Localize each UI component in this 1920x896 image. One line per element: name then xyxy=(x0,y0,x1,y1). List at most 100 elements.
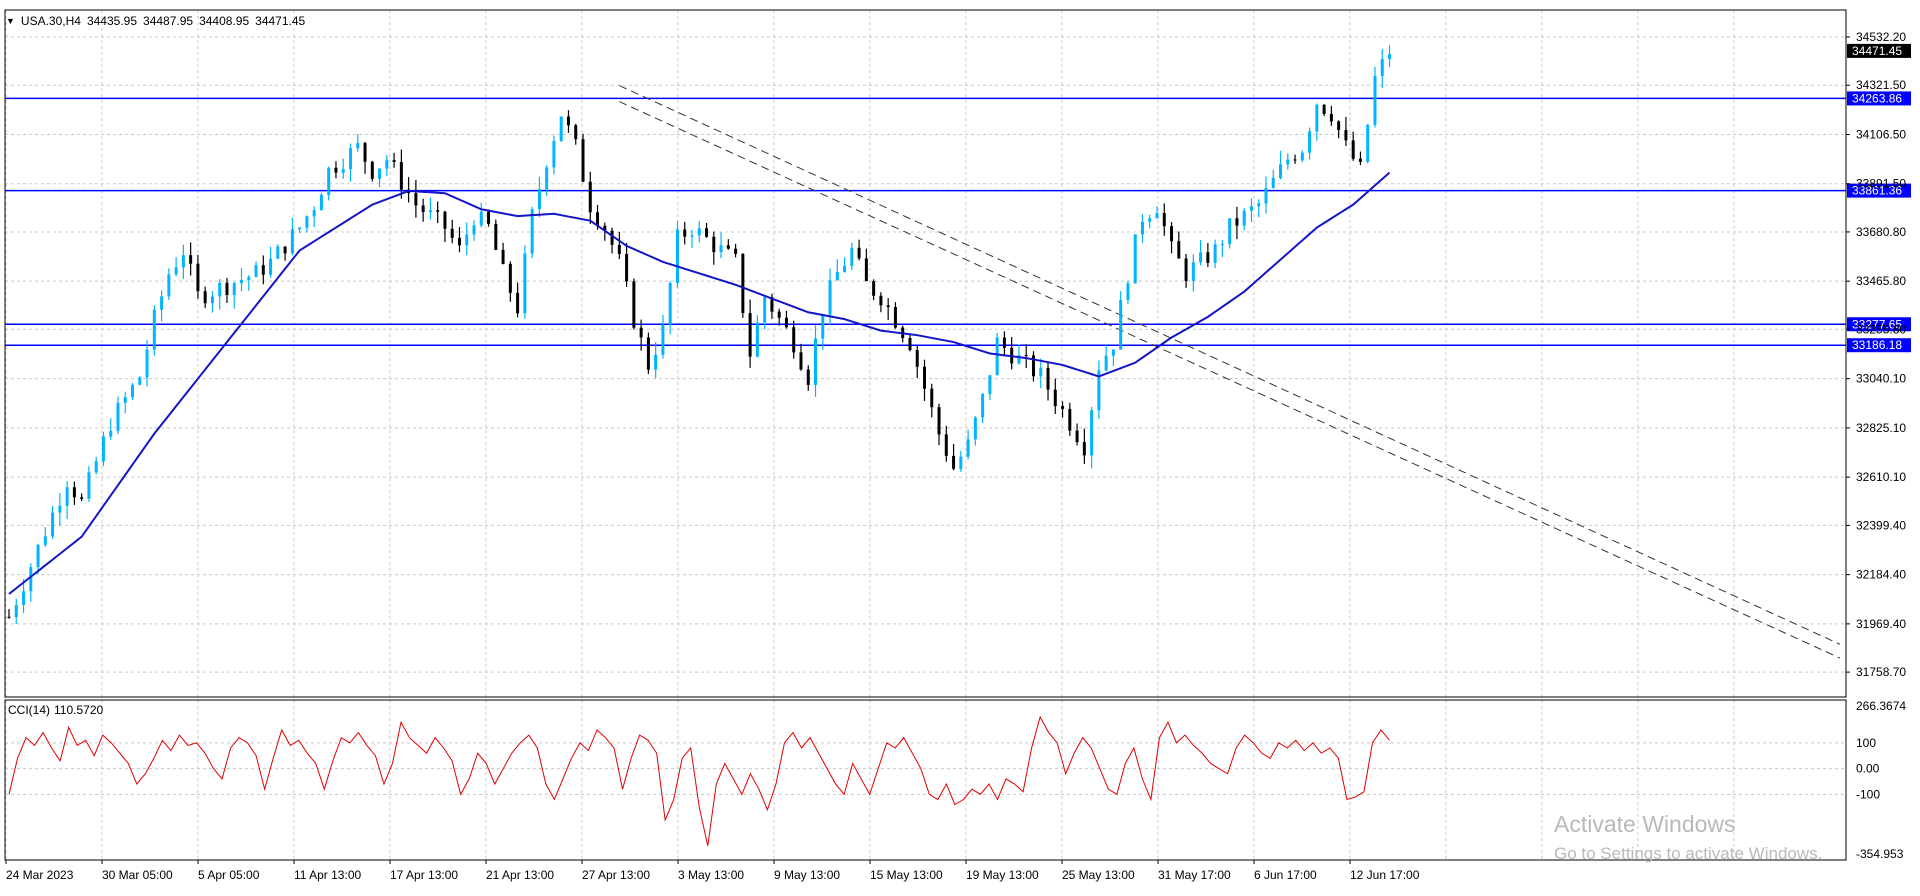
candle-body xyxy=(501,249,505,264)
close-price: 34471.45 xyxy=(255,14,306,28)
cci-label: CCI(14) xyxy=(8,703,51,717)
candle-body xyxy=(763,297,767,323)
price-pane-frame xyxy=(4,9,1847,698)
candle-body xyxy=(857,247,861,259)
candle-body xyxy=(1199,252,1203,263)
price-tick-label: 32399.40 xyxy=(1856,518,1906,532)
candle-body xyxy=(1024,355,1028,357)
open-price: 34435.95 xyxy=(86,14,138,28)
candle-body xyxy=(1380,59,1384,76)
candle-body xyxy=(1119,300,1123,350)
time-tick-label: 17 Apr 13:00 xyxy=(390,868,458,882)
candle-body xyxy=(770,297,774,312)
candle-body xyxy=(523,253,527,314)
time-axis[interactable]: 24 Mar 2023 30 Mar 05:00 5 Apr 05:00 11 Apr… xyxy=(5,860,1420,882)
candle-body xyxy=(487,211,491,224)
candle-body xyxy=(1148,218,1152,222)
dropdown-triangle-icon[interactable]: ▼ xyxy=(6,16,15,26)
candle-body xyxy=(712,236,716,253)
high-price: 34487.95 xyxy=(143,14,194,28)
level-price-label: 33277.65 xyxy=(1852,317,1902,331)
price-tick-label: 31969.40 xyxy=(1856,617,1906,631)
candle-body xyxy=(1046,368,1050,390)
candle-body xyxy=(654,354,658,370)
candle-body xyxy=(1373,75,1377,125)
candle-body xyxy=(210,296,214,304)
candle-body xyxy=(1140,221,1144,235)
cci-value: 110.5720 xyxy=(54,703,104,717)
candle-body xyxy=(508,263,512,293)
price-tick-label: 33465.80 xyxy=(1856,274,1906,288)
candle-body xyxy=(450,228,454,238)
candle-body xyxy=(1351,140,1355,159)
candle-body xyxy=(741,253,745,313)
candle-body xyxy=(1257,203,1261,207)
candle-body xyxy=(167,274,171,297)
candle-body xyxy=(1388,54,1392,60)
candle-body xyxy=(305,216,309,228)
candle-body xyxy=(959,456,963,469)
candle-body xyxy=(814,338,818,385)
price-tick-label: 32610.10 xyxy=(1856,470,1906,484)
candle-body xyxy=(131,384,135,398)
candle-body xyxy=(1329,113,1333,122)
candle-body xyxy=(1017,355,1021,364)
candle-body xyxy=(80,497,84,499)
candle-body xyxy=(530,209,534,254)
candle-body xyxy=(603,225,607,231)
candle-body xyxy=(1068,408,1072,431)
candle-body xyxy=(385,160,389,169)
time-tick-label: 5 Apr 05:00 xyxy=(198,868,260,882)
time-tick-label: 11 Apr 13:00 xyxy=(294,868,361,882)
time-tick-label: 31 May 17:00 xyxy=(1158,868,1231,882)
candle-body xyxy=(683,229,687,237)
trendline[interactable] xyxy=(619,85,1841,645)
candle-body xyxy=(1031,355,1035,377)
candle-body xyxy=(22,591,26,605)
candle-body xyxy=(14,604,18,618)
candle-body xyxy=(196,263,200,292)
candle-body xyxy=(428,210,432,213)
candle-body xyxy=(1206,252,1210,263)
candle-body xyxy=(261,265,265,275)
trendline[interactable] xyxy=(619,101,1841,659)
price-tick-label: 33255.80 xyxy=(1856,322,1906,336)
candle-body xyxy=(1358,158,1362,162)
price-tick-label: 34321.50 xyxy=(1856,78,1906,92)
candle-body xyxy=(479,211,483,226)
candle-body xyxy=(341,168,345,173)
cci-tick-label: -100 xyxy=(1856,787,1880,801)
candle-body xyxy=(610,230,614,245)
horizontal-levels[interactable]: 34263.86 33861.36 33277.65 33186.18 xyxy=(5,91,1911,353)
candle-body xyxy=(886,305,890,308)
cci-tick-label: 100 xyxy=(1856,736,1876,750)
candle-body xyxy=(784,317,788,328)
candle-body xyxy=(516,292,520,314)
candle-body xyxy=(675,229,679,284)
candle-body xyxy=(1039,368,1043,377)
candle-body xyxy=(334,167,338,173)
activate-windows-subtitle: Go to Settings to activate Windows. xyxy=(1554,844,1823,863)
current-price-label: 34471.45 xyxy=(1852,44,1902,58)
time-tick-label: 6 Jun 17:00 xyxy=(1254,868,1317,882)
candle-body xyxy=(908,337,912,351)
candle-body xyxy=(1104,355,1108,371)
candle-body xyxy=(1184,258,1188,281)
candle-body xyxy=(1191,262,1195,281)
candle-body xyxy=(566,116,570,126)
candle-body xyxy=(755,322,759,357)
candle-body xyxy=(988,375,992,395)
time-tick-label: 30 Mar 05:00 xyxy=(102,868,173,882)
candle-body xyxy=(966,439,970,457)
candle-body xyxy=(116,402,120,431)
trendline-channel[interactable] xyxy=(619,85,1841,659)
candle-body xyxy=(1366,124,1370,162)
candle-body xyxy=(668,283,672,325)
candle-body xyxy=(872,281,876,296)
candle-body xyxy=(1126,283,1130,301)
price-axis[interactable]: 34532.20 34321.50 34106.50 33891.50 33680.80… xyxy=(1846,30,1911,679)
candle-body xyxy=(1082,442,1086,456)
candle-body xyxy=(697,228,701,236)
